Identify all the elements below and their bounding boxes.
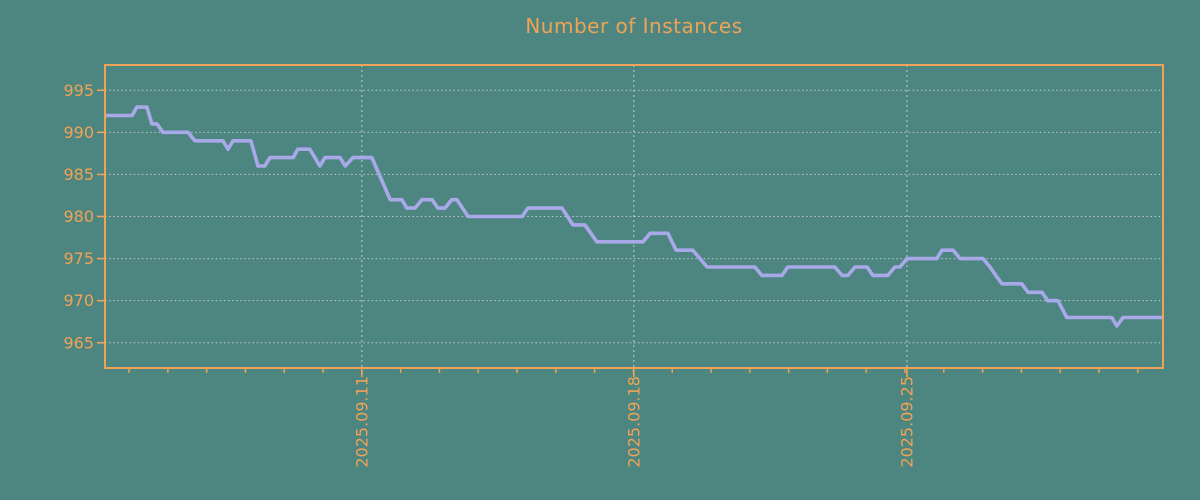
x-tick-label: 2025.09.25 [897,376,916,468]
x-tick-label: 2025.09.18 [624,376,643,468]
x-tick-label: 2025.09.11 [352,376,371,468]
y-tick-label: 990 [63,123,94,142]
chart-title: Number of Instances [525,14,743,38]
y-tick-label: 995 [63,81,94,100]
y-tick-label: 980 [63,207,94,226]
x-tick-labels: 2025.09.11 2025.09.18 2025.09.25 [352,376,916,468]
y-tick-label: 975 [63,249,94,268]
y-tick-label: 965 [63,333,94,352]
gridlines [105,65,1163,368]
axis-ticks [97,89,1139,377]
y-tick-labels: 965 970 975 980 985 990 995 [63,81,94,353]
y-tick-label: 985 [63,165,94,184]
data-line [105,105,1163,328]
series-line [105,105,1163,328]
y-tick-label: 970 [63,291,94,310]
